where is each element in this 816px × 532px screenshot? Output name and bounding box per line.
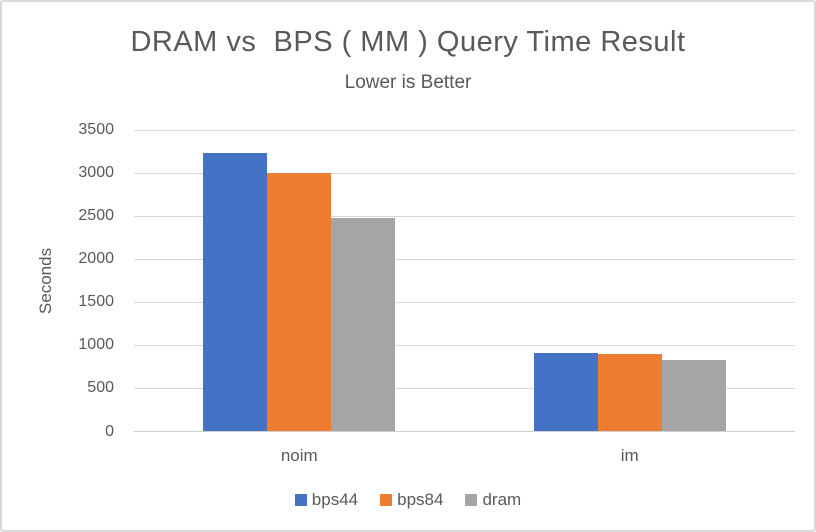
legend-swatch-bps84 — [380, 494, 393, 506]
legend-label-bps44: bps44 — [311, 490, 359, 509]
legend-item-bps84: bps84 — [380, 490, 443, 510]
legend-swatch-bps44 — [294, 494, 307, 506]
legend-item-dram: dram — [465, 490, 521, 510]
y-tick-label-2000: 2000 — [78, 250, 114, 268]
x-category-label-noim: noim — [280, 445, 318, 465]
legend-label-bps84: bps84 — [397, 490, 444, 509]
y-tick-label-1000: 1000 — [78, 336, 114, 354]
x-category-label-im: im — [620, 445, 639, 465]
y-tick-label-3500: 3500 — [78, 121, 114, 138]
gridline-3500 — [134, 129, 795, 131]
gridline-500 — [134, 387, 795, 389]
gridline-1000 — [134, 344, 795, 346]
bar-bps44-im — [533, 353, 598, 432]
y-tick-label-1500: 1500 — [78, 293, 114, 311]
gridline-1500 — [134, 301, 795, 303]
chart-subtitle: Lower is Better — [344, 72, 472, 93]
y-tick-label-500: 500 — [87, 379, 114, 397]
bar-dram-noim — [331, 217, 396, 432]
bar-bps44-noim — [203, 153, 268, 432]
bar-dram-im — [661, 360, 726, 432]
y-tick-label-3000: 3000 — [78, 164, 114, 182]
bar-bps84-im — [597, 353, 662, 432]
gridline-0 — [134, 431, 795, 432]
legend: bps44 bps84 dram — [2, 490, 814, 510]
y-tick-label-0: 0 — [105, 422, 114, 440]
gridline-3000 — [134, 172, 795, 174]
bar-bps84-noim — [267, 173, 332, 432]
y-tick-label-2500: 2500 — [78, 207, 114, 225]
legend-swatch-dram — [465, 494, 478, 506]
legend-label-dram: dram — [482, 490, 522, 509]
chart-title: DRAM vs BPS ( MM ) Query Time Result — [130, 26, 686, 58]
gridline-2500 — [134, 215, 795, 217]
legend-item-bps44: bps44 — [294, 490, 359, 510]
gridline-2000 — [134, 258, 795, 260]
